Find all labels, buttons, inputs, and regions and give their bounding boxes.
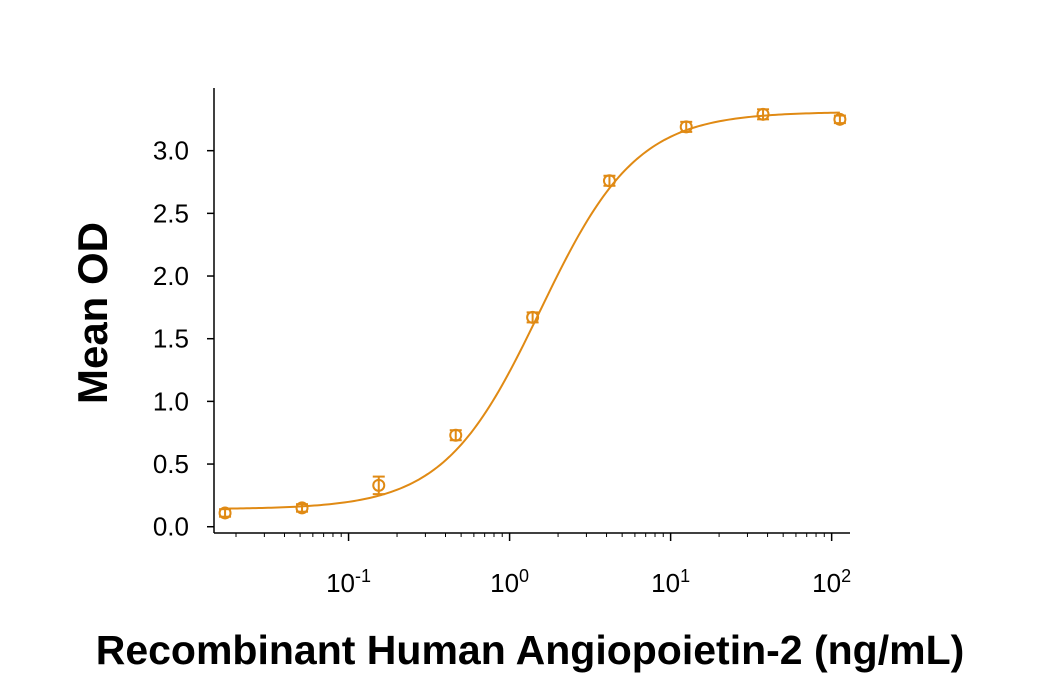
data-points [218, 107, 847, 520]
x-axis-title: Recombinant Human Angiopoietin-2 (ng/mL) [96, 627, 965, 673]
y-tick-label: 2.0 [153, 261, 189, 291]
x-tick-label: 10-1 [326, 566, 371, 598]
data-point [295, 501, 309, 515]
data-point [372, 478, 386, 492]
y-tick-label: 2.5 [153, 198, 189, 228]
y-tick-label: 1.0 [153, 386, 189, 416]
data-point [526, 310, 540, 324]
data-point [679, 120, 693, 134]
y-axis-title: Mean OD [69, 222, 116, 404]
data-point [756, 107, 770, 121]
data-point [449, 428, 463, 442]
y-tick-label: 0.5 [153, 449, 189, 479]
x-tick-label: 100 [490, 566, 529, 598]
y-tick-label: 1.5 [153, 324, 189, 354]
data-point [602, 174, 616, 188]
x-tick-label: 101 [651, 566, 690, 598]
data-point [218, 506, 232, 520]
x-tick-label: 102 [812, 566, 851, 598]
y-tick-label: 3.0 [153, 136, 189, 166]
data-point [833, 112, 847, 126]
y-tick-label: 0.0 [153, 512, 189, 542]
fit-curve-group [225, 111, 840, 510]
axes: 0.0 0.5 1.0 1.5 2.0 2.5 3.0 10-1 100 101 102 [153, 88, 851, 598]
fit-curve [225, 111, 840, 510]
